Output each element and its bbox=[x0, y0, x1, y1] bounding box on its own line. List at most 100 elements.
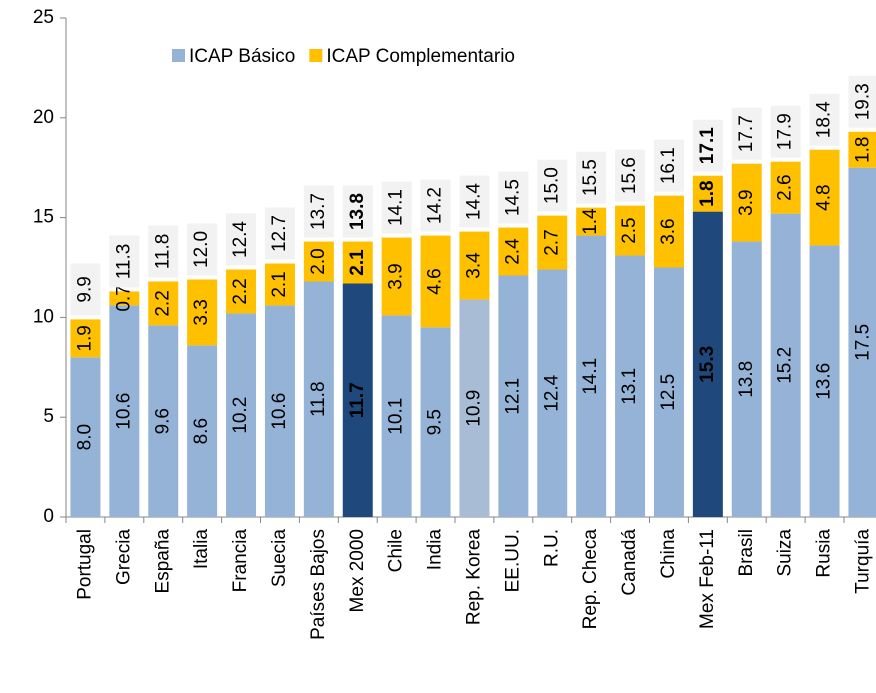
value-label: 9.6 bbox=[152, 408, 173, 434]
bar-segment bbox=[303, 281, 334, 517]
x-tick-label: Mex 2000 bbox=[347, 529, 368, 612]
x-tick-label: Rep. Korea bbox=[463, 529, 484, 626]
bar-segment bbox=[848, 167, 876, 517]
total-label: 15.6 bbox=[619, 157, 640, 194]
total-label-box bbox=[576, 151, 607, 204]
value-label: 1.8 bbox=[852, 137, 873, 163]
y-tick-label: 10 bbox=[33, 306, 54, 327]
total-label: 12.7 bbox=[269, 215, 290, 252]
bar-segment bbox=[459, 231, 490, 300]
value-label: 10.2 bbox=[230, 397, 251, 434]
bar-segment bbox=[770, 161, 801, 214]
total-label-box bbox=[537, 159, 568, 212]
bar-segment bbox=[615, 205, 646, 256]
x-tick-label: Portugal bbox=[74, 529, 95, 600]
bar-segment bbox=[148, 325, 179, 517]
bar-segment bbox=[420, 235, 451, 328]
bar-segment bbox=[537, 215, 568, 270]
bar-segment bbox=[576, 235, 607, 517]
legend-swatch bbox=[172, 49, 185, 62]
value-label: 3.3 bbox=[191, 299, 212, 325]
bar-segment bbox=[264, 263, 295, 306]
bar-segment bbox=[109, 305, 140, 517]
bar-segment bbox=[459, 299, 490, 517]
total-label: 17.9 bbox=[775, 113, 796, 150]
value-label: 1.9 bbox=[74, 325, 95, 351]
y-tick-label: 0 bbox=[43, 506, 54, 527]
total-label: 11.8 bbox=[152, 234, 173, 270]
y-tick-label: 15 bbox=[33, 207, 54, 228]
x-tick-label: Italia bbox=[191, 529, 212, 570]
x-tick-label: Suecia bbox=[269, 529, 290, 588]
value-label: 2.7 bbox=[541, 229, 562, 255]
bar-segment bbox=[692, 175, 723, 212]
bar-segment bbox=[148, 281, 179, 326]
legend-swatch bbox=[309, 49, 323, 62]
x-tick-label: Rusia bbox=[814, 529, 835, 578]
y-tick-label: 20 bbox=[33, 107, 54, 128]
bar-segment bbox=[848, 131, 876, 168]
y-tick-label: 5 bbox=[43, 406, 54, 427]
value-label: 15.2 bbox=[775, 347, 796, 384]
total-label-box bbox=[148, 225, 179, 278]
value-label: 13.8 bbox=[736, 361, 757, 398]
bar-segment bbox=[420, 327, 451, 517]
value-label: 3.9 bbox=[386, 263, 407, 289]
total-label-box bbox=[381, 181, 412, 234]
total-label: 11.3 bbox=[113, 244, 134, 280]
value-label: 14.1 bbox=[580, 358, 601, 395]
bar-segment bbox=[498, 275, 529, 517]
value-label: 3.4 bbox=[463, 252, 484, 279]
x-tick-label: Suiza bbox=[775, 529, 796, 577]
value-label: 4.6 bbox=[425, 268, 446, 294]
value-label: 13.6 bbox=[814, 363, 835, 400]
value-label: 17.5 bbox=[852, 324, 873, 361]
x-tick-label: Francia bbox=[230, 529, 251, 593]
total-label: 19.3 bbox=[852, 83, 873, 120]
total-label: 16.1 bbox=[658, 147, 679, 184]
value-label: 2.6 bbox=[775, 174, 796, 200]
bar-segment bbox=[342, 283, 373, 517]
total-label-box bbox=[70, 263, 101, 316]
legend-label: ICAP Complementario bbox=[326, 46, 515, 67]
value-label: 12.5 bbox=[658, 374, 679, 411]
bar-segment bbox=[731, 241, 762, 517]
bar-segment bbox=[187, 345, 218, 517]
x-tick-label: Grecia bbox=[113, 529, 134, 585]
bar-segment bbox=[809, 149, 840, 246]
value-label: 10.1 bbox=[386, 398, 407, 435]
value-label: 13.1 bbox=[619, 368, 640, 405]
x-tick-label: Turquía bbox=[852, 529, 873, 594]
total-label: 14.1 bbox=[386, 189, 407, 226]
total-label: 18.4 bbox=[814, 101, 835, 138]
total-label-box bbox=[226, 213, 257, 266]
total-label-box bbox=[809, 93, 840, 146]
value-label: 2.1 bbox=[269, 271, 290, 297]
bar-segment bbox=[226, 269, 257, 314]
total-label-box bbox=[498, 171, 529, 224]
total-label-box bbox=[615, 149, 646, 202]
total-label-box bbox=[459, 175, 490, 228]
total-label-box bbox=[731, 107, 762, 160]
bar-segment bbox=[303, 241, 334, 282]
bar-segment bbox=[381, 237, 412, 316]
y-tick-label: 25 bbox=[33, 7, 54, 28]
bar-segment bbox=[70, 357, 101, 517]
value-label: 11.8 bbox=[308, 381, 329, 417]
value-label: 2.2 bbox=[230, 278, 251, 304]
value-label: 15.3 bbox=[697, 346, 718, 383]
x-tick-label: Países Bajos bbox=[308, 529, 329, 640]
x-tick-label: R.U. bbox=[541, 529, 562, 567]
x-tick-label: Canadá bbox=[619, 529, 640, 596]
total-label-box bbox=[848, 75, 876, 128]
total-label-box bbox=[420, 179, 451, 232]
bar-segment bbox=[342, 241, 373, 284]
total-label-box bbox=[770, 105, 801, 158]
total-label-box bbox=[109, 235, 140, 288]
total-label: 13.7 bbox=[308, 193, 329, 230]
bar-segment bbox=[615, 255, 646, 518]
x-tick-label: China bbox=[658, 529, 679, 579]
x-tick-label: Rep. Checa bbox=[580, 529, 601, 630]
bar-segment bbox=[809, 245, 840, 517]
bar-segment bbox=[264, 305, 295, 517]
